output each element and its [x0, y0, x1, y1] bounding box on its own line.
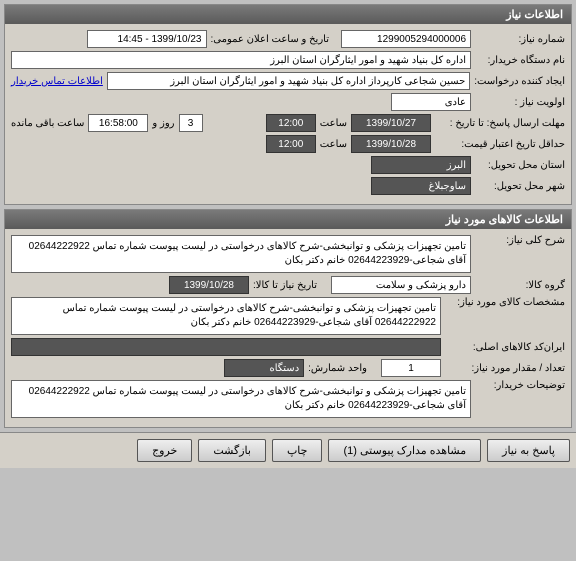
unit-label: واحد شمارش: [308, 363, 367, 374]
desc-label: شرح کلی نیاز: [475, 235, 565, 246]
irancode-label: ایران‌کد کالاهای اصلی: [445, 342, 565, 353]
hour-label-1: ساعت [320, 118, 347, 129]
need-number-label: شماره نیاز: [475, 34, 565, 45]
creator-field: حسین شجاعی کارپرداز اداره کل بنیاد شهید … [107, 72, 470, 90]
print-button[interactable]: چاپ [272, 439, 323, 462]
exit-button[interactable]: خروج [137, 439, 192, 462]
validto-label: تاریخ نیاز تا کالا: [253, 280, 317, 291]
group-field: دارو پزشکی و سلامت [331, 276, 471, 294]
items-panel: اطلاعات کالاهای مورد نیاز شرح کلی نیاز: … [4, 209, 572, 428]
need-info-header: اطلاعات نیاز [5, 5, 571, 24]
items-header: اطلاعات کالاهای مورد نیاز [5, 210, 571, 229]
need-info-body: شماره نیاز: 1299005294000006 تاریخ و ساع… [5, 24, 571, 204]
unit-field: دستگاه [224, 359, 304, 377]
spec-label: مشخصات کالای مورد نیاز: [445, 297, 565, 308]
priority-field: عادی [391, 93, 471, 111]
qty-field: 1 [381, 359, 441, 377]
desc-field: تامین تجهیزات پزشکی و توانبخشی-شرح کالاه… [11, 235, 471, 273]
back-button[interactable]: بازگشت [198, 439, 266, 462]
contact-link[interactable]: اطلاعات تماس خریدار [11, 76, 103, 87]
deadline-label: مهلت ارسال پاسخ: تا تاریخ : [435, 118, 565, 129]
remain-time-label: ساعت باقی مانده [11, 118, 84, 129]
buyer-org-label: نام دستگاه خریدار: [475, 55, 565, 66]
need-info-panel: اطلاعات نیاز شماره نیاز: 129900529400000… [4, 4, 572, 205]
delivery-city-field: ساوجبلاغ [371, 177, 471, 195]
announce-label: تاریخ و ساعت اعلان عمومی: [211, 34, 330, 45]
delivery-city-label: شهر محل تحویل: [475, 181, 565, 192]
notes-field: تامین تجهیزات پزشکی و توانبخشی-شرح کالاه… [11, 380, 471, 418]
validity-label: حداقل تاریخ اعتبار قیمت: [435, 139, 565, 150]
delivery-province-label: استان محل تحویل: [475, 160, 565, 171]
validto-field: 1399/10/28 [169, 276, 249, 294]
notes-label: توضیحات خریدار: [475, 380, 565, 391]
reply-button[interactable]: پاسخ به نیاز [487, 439, 570, 462]
need-number-field: 1299005294000006 [341, 30, 471, 48]
group-label: گروه کالا: [475, 280, 565, 291]
remain-days-field: 3 [179, 114, 203, 132]
priority-label: اولویت نیاز : [475, 97, 565, 108]
buyer-org-field: اداره کل بنیاد شهید و امور ایثارگران است… [11, 51, 471, 69]
deadline-hour-field: 12:00 [266, 114, 316, 132]
delivery-province-field: البرز [371, 156, 471, 174]
validity-date-field: 1399/10/28 [351, 135, 431, 153]
attachments-button[interactable]: مشاهده مدارک پیوستی (1) [328, 439, 481, 462]
deadline-date-field: 1399/10/27 [351, 114, 431, 132]
button-bar: پاسخ به نیاز مشاهده مدارک پیوستی (1) چاپ… [0, 432, 576, 468]
items-body: شرح کلی نیاز: تامین تجهیزات پزشکی و توان… [5, 229, 571, 427]
creator-label: ایجاد کننده درخواست: [474, 76, 565, 87]
announce-field: 1399/10/23 - 14:45 [87, 30, 207, 48]
qty-label: تعداد / مقدار مورد نیاز: [445, 363, 565, 374]
validity-hour-field: 12:00 [266, 135, 316, 153]
remain-time-field: 16:58:00 [88, 114, 148, 132]
hour-label-2: ساعت [320, 139, 347, 150]
spec-field: تامین تجهیزات پزشکی و توانبخشی-شرح کالاه… [11, 297, 441, 335]
remain-days-label: روز و [152, 118, 174, 129]
irancode-field [11, 338, 441, 356]
